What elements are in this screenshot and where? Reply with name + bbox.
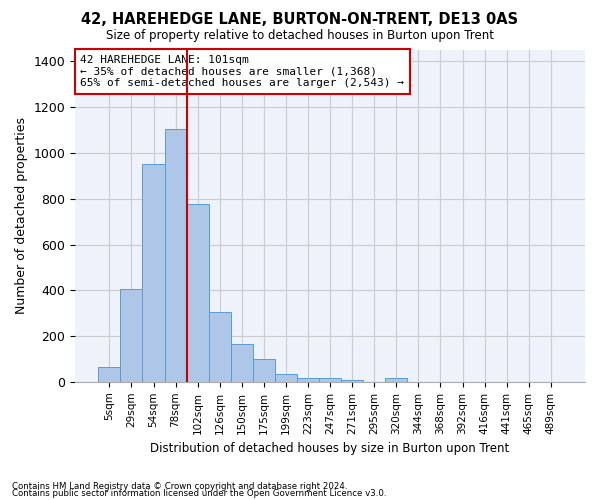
Bar — [341, 380, 363, 382]
Bar — [297, 378, 319, 382]
X-axis label: Distribution of detached houses by size in Burton upon Trent: Distribution of detached houses by size … — [151, 442, 510, 455]
Bar — [253, 359, 275, 382]
Bar — [275, 374, 297, 382]
Bar — [98, 367, 121, 382]
Text: Contains HM Land Registry data © Crown copyright and database right 2024.: Contains HM Land Registry data © Crown c… — [12, 482, 347, 491]
Y-axis label: Number of detached properties: Number of detached properties — [15, 118, 28, 314]
Bar — [319, 378, 341, 382]
Bar — [187, 204, 209, 382]
Bar — [209, 312, 231, 382]
Text: Size of property relative to detached houses in Burton upon Trent: Size of property relative to detached ho… — [106, 29, 494, 42]
Bar — [142, 164, 164, 382]
Bar — [164, 129, 187, 382]
Bar — [231, 344, 253, 382]
Text: 42 HAREHEDGE LANE: 101sqm
← 35% of detached houses are smaller (1,368)
65% of se: 42 HAREHEDGE LANE: 101sqm ← 35% of detac… — [80, 55, 404, 88]
Bar — [385, 378, 407, 382]
Text: Contains public sector information licensed under the Open Government Licence v3: Contains public sector information licen… — [12, 490, 386, 498]
Text: 42, HAREHEDGE LANE, BURTON-ON-TRENT, DE13 0AS: 42, HAREHEDGE LANE, BURTON-ON-TRENT, DE1… — [82, 12, 518, 28]
Bar — [121, 289, 142, 382]
